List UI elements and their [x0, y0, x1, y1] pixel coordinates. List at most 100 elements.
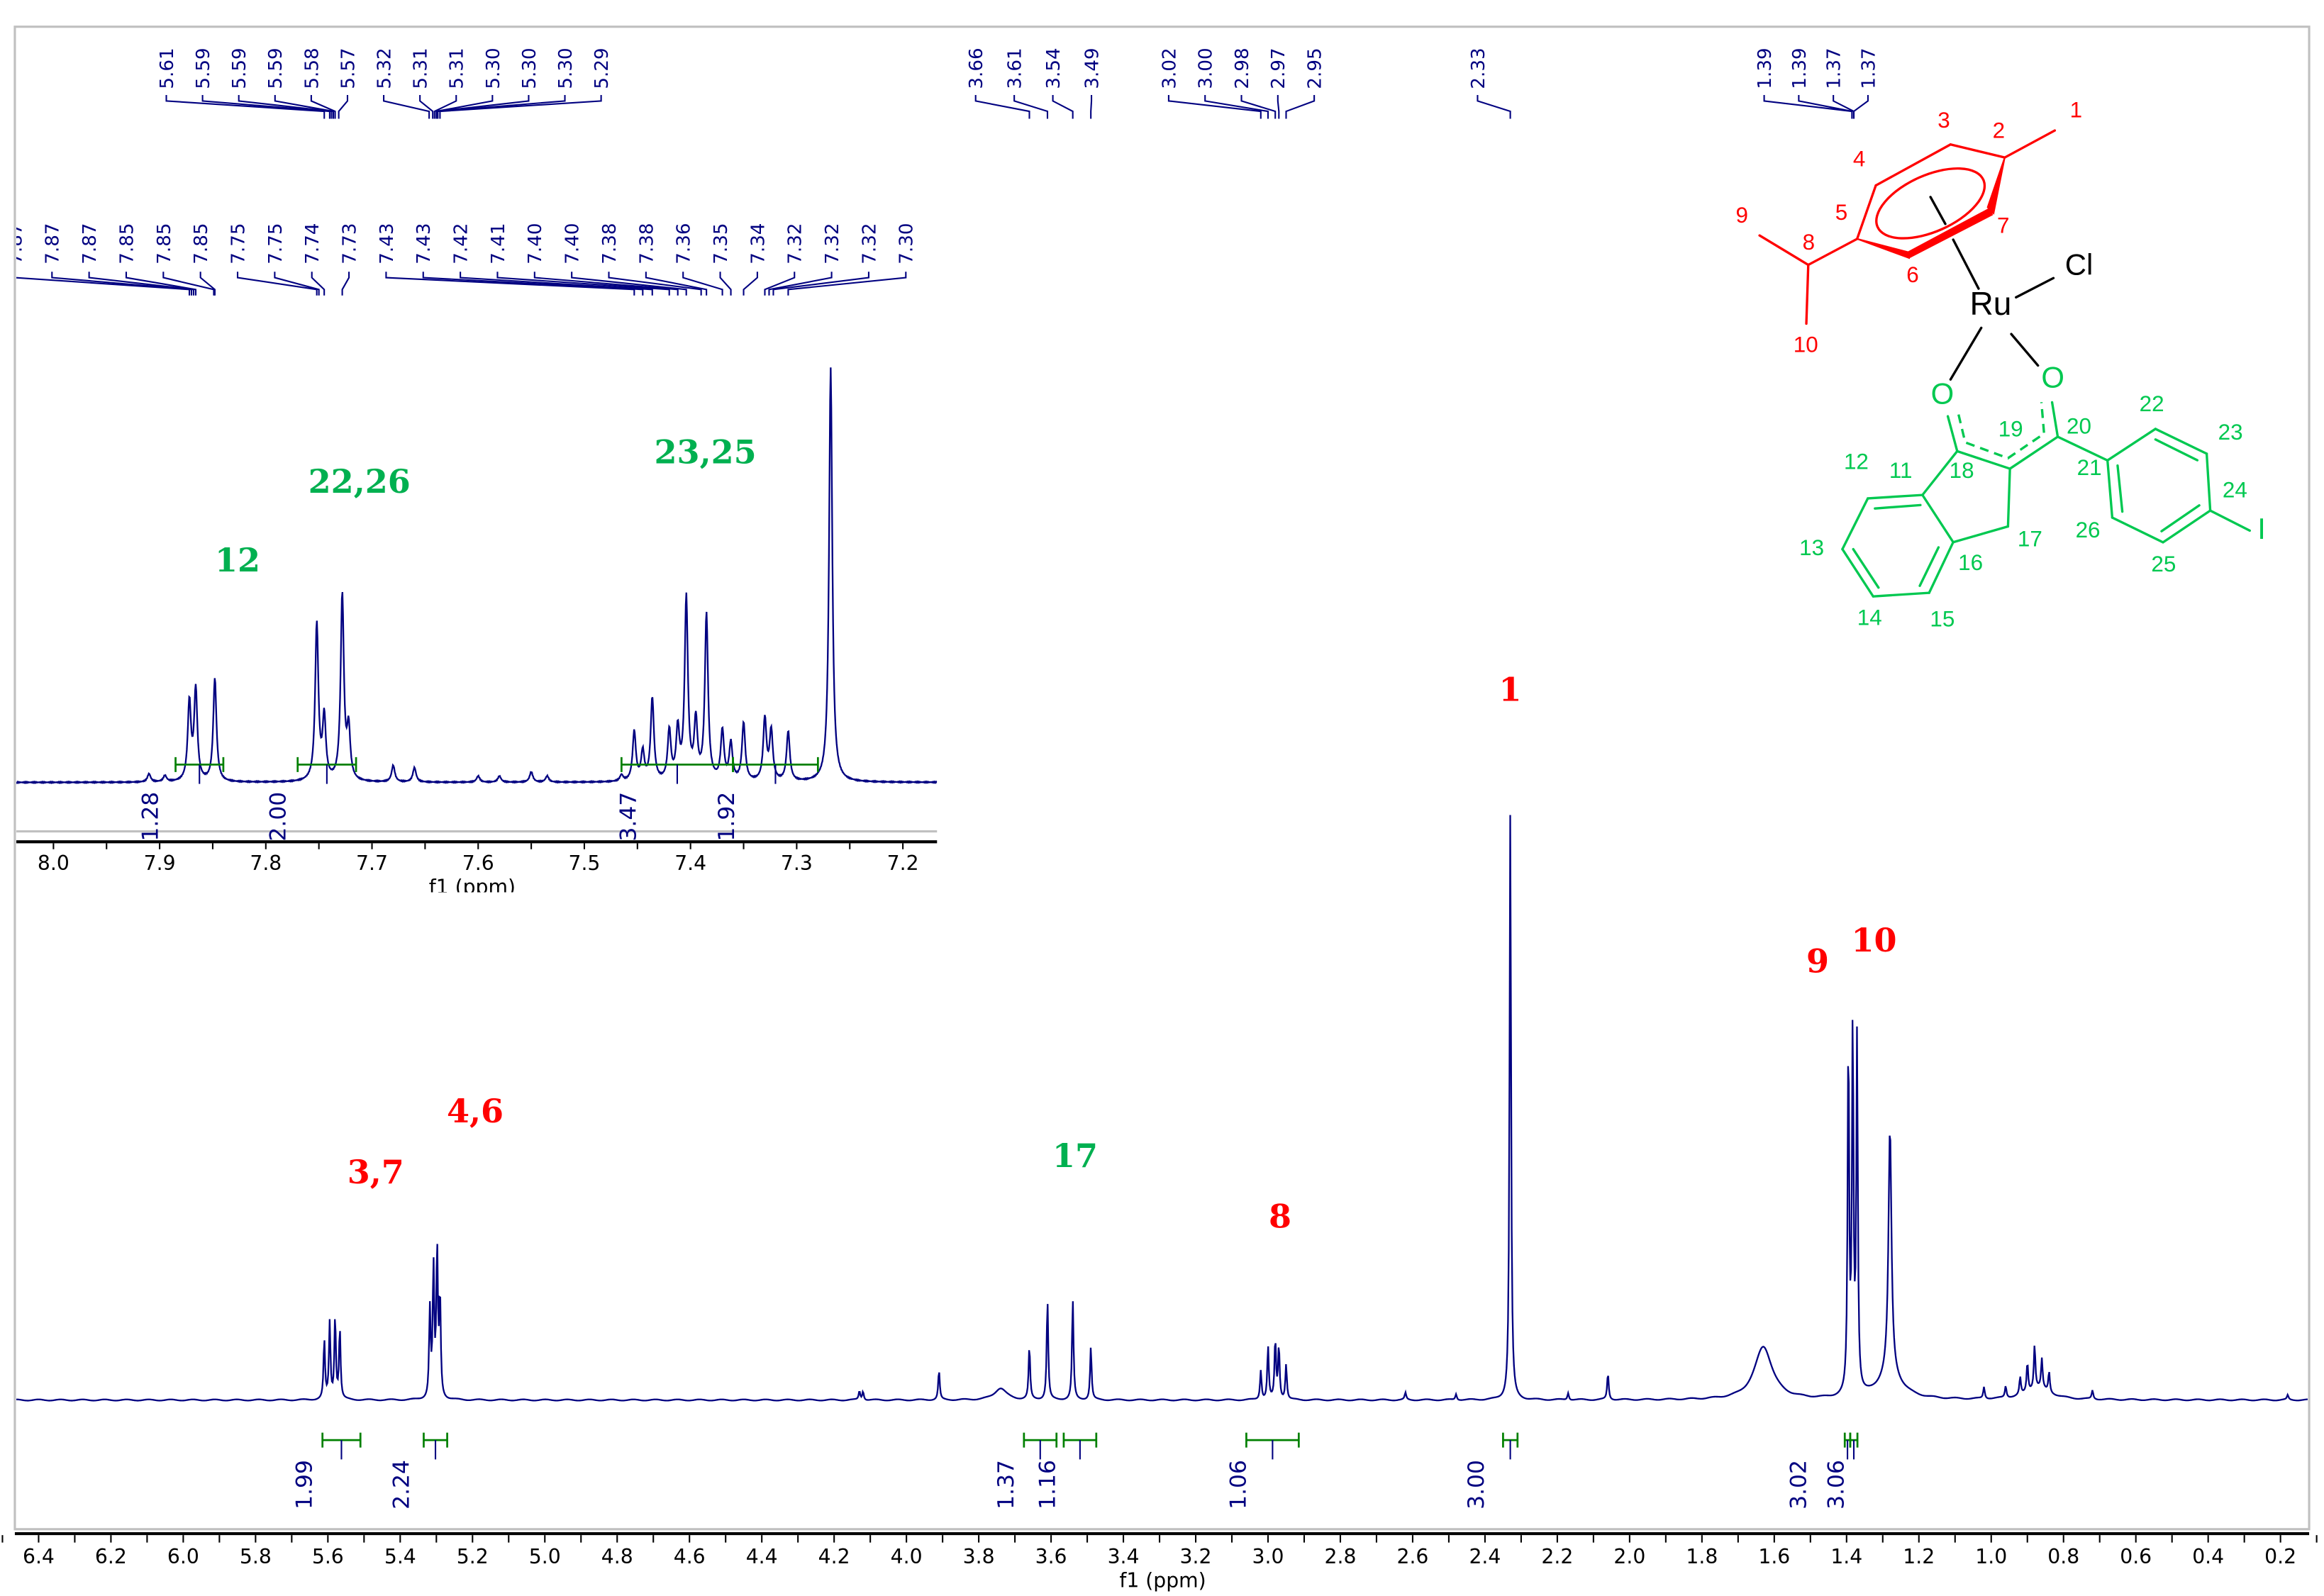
main-integral-value: 1.37 — [994, 1460, 1019, 1509]
main-x-tick-label: 5.0 — [529, 1545, 561, 1568]
bond — [1949, 143, 2006, 159]
main-peak-label-connector — [1204, 95, 1269, 119]
inset-peak-label-connector — [533, 272, 679, 296]
bond — [2106, 459, 2114, 519]
bond — [2050, 401, 2059, 438]
bond — [1867, 493, 1924, 500]
main-x-tick-label: 5.6 — [312, 1545, 344, 1568]
element-label-oxygen_1: O — [1931, 377, 1955, 411]
inset-peak-label: 7.73 — [339, 223, 360, 264]
main-peak-label-connector — [1477, 95, 1511, 119]
inset-x-tick-label: 7.5 — [568, 852, 600, 875]
inset-peak-label: 7.42 — [451, 223, 472, 264]
bond — [2205, 452, 2212, 512]
atom-number-label: 1 — [2070, 97, 2082, 122]
inset-peak-label: 7.85 — [116, 223, 138, 264]
inset-x-tick-label: 7.2 — [887, 852, 919, 875]
main-peak-label: 2.95 — [1305, 48, 1326, 89]
inset-peak-label-connector — [719, 272, 732, 296]
atom-number-label: 7 — [1997, 213, 2009, 238]
bond — [2003, 129, 2057, 159]
inset-peak-label-connector — [764, 272, 796, 296]
main-x-tick-label: 3.0 — [1252, 1545, 1284, 1568]
main-x-tick-label: 6.2 — [95, 1545, 127, 1568]
atom-number-label: 10 — [1794, 332, 1818, 357]
inset-peak-assignment-label: 23,25 — [655, 433, 757, 471]
inset-peak-label: 7.32 — [785, 223, 806, 264]
inset-x-tick-label: 7.6 — [462, 852, 494, 875]
main-spectrum-trace — [16, 815, 2308, 1402]
inset-integral-value: 3.47 — [616, 792, 641, 842]
ru-o-bond — [1949, 326, 1983, 381]
inset-peak-label: 7.38 — [599, 223, 621, 264]
atom-number-label: 8 — [1803, 230, 1815, 255]
main-x-tick-label: 4.8 — [601, 1545, 633, 1568]
inset-peak-label: 7.87 — [79, 223, 101, 264]
inset-peak-label-connector — [682, 272, 723, 296]
atom-number-label: 15 — [1930, 607, 1955, 632]
atom-number-label: 26 — [2076, 518, 2101, 542]
inset-integral-value: 1.28 — [138, 792, 164, 842]
element-label-halide: Cl — [2065, 247, 2094, 281]
inset-peak-label: 7.40 — [525, 223, 546, 264]
main-peak-label: 3.66 — [966, 48, 987, 89]
main-peak-label-connector — [1852, 95, 1869, 119]
main-peak-assignment-label: 17 — [1052, 1137, 1098, 1175]
main-peak-label-connector — [439, 95, 602, 119]
main-peak-label-connector — [974, 95, 1030, 119]
inset-peak-label-connector — [787, 272, 907, 296]
inset-peak-label-connector — [422, 272, 644, 296]
main-peak-label: 5.30 — [555, 48, 577, 89]
inset-peak-label-connector — [16, 277, 191, 296]
wedge-bond — [1857, 238, 1911, 260]
main-peak-label: 5.31 — [447, 48, 468, 89]
atom-number-label: 2 — [1993, 118, 2005, 143]
main-peak-label-connector — [1167, 95, 1262, 119]
inset-peak-label-connector — [274, 272, 320, 296]
main-peak-label: 3.00 — [1196, 48, 1217, 89]
main-peak-label-connector — [1285, 95, 1316, 119]
bond — [1874, 143, 1952, 187]
main-peak-label: 5.59 — [265, 48, 287, 89]
inset-peak-label-connector — [460, 272, 653, 296]
bond — [1872, 591, 1930, 598]
bond — [1952, 525, 2010, 544]
main-spectrum-panel: 6.4 6.2 6.0 5.8 5.6 5.4 5.2 5.0 4.8 4.6 4.4 4.2 4.0 3… — [1, 48, 2318, 1592]
main-peak-label-connector — [383, 95, 430, 119]
inset-peak-label-connector — [768, 272, 833, 296]
main-peak-label: 5.57 — [338, 48, 359, 89]
main-peak-label: 5.32 — [374, 48, 395, 89]
atom-number-label: 11 — [1889, 458, 1913, 483]
main-peak-label: 5.31 — [411, 48, 432, 89]
inset-x-tick-label: 7.3 — [781, 852, 813, 875]
inset-x-axis-label: f1 (ppm) — [429, 876, 516, 899]
inset-peak-label-connector — [496, 272, 670, 296]
double-bond — [2160, 504, 2201, 532]
main-peak-label-connector — [165, 95, 326, 119]
main-peak-label: 3.54 — [1043, 48, 1064, 89]
bond — [2106, 428, 2157, 462]
main-x-tick-label: 4.0 — [891, 1545, 923, 1568]
inset-peak-label-connector — [772, 272, 869, 296]
main-peak-label-connector — [419, 95, 434, 119]
eta6-bond — [1929, 196, 1947, 225]
main-peak-label-connector — [1798, 95, 1853, 119]
inset-peak-label: 7.74 — [302, 223, 323, 264]
main-x-tick-label: 5.8 — [240, 1545, 272, 1568]
main-peak-label: 5.59 — [229, 48, 250, 89]
main-x-tick-label: 1.6 — [1758, 1545, 1790, 1568]
main-x-tick-label: 2.8 — [1325, 1545, 1357, 1568]
inset-peak-label: 7.30 — [896, 223, 918, 264]
inset-background — [16, 194, 938, 893]
atom-number-label: 22 — [2140, 391, 2164, 416]
main-peak-label: 3.49 — [1082, 48, 1103, 89]
main-peak-label-connector — [1240, 95, 1277, 119]
double-bond — [1918, 546, 1940, 587]
main-peak-label-connector — [274, 95, 335, 119]
bond — [1758, 234, 1810, 267]
inset-spectrum-trace — [16, 367, 938, 785]
main-x-tick-label: 6.4 — [23, 1545, 55, 1568]
atom-number-label: 5 — [1835, 200, 1847, 225]
main-x-tick-label: 0.6 — [2120, 1545, 2152, 1568]
inset-peak-label-connector — [311, 272, 326, 296]
